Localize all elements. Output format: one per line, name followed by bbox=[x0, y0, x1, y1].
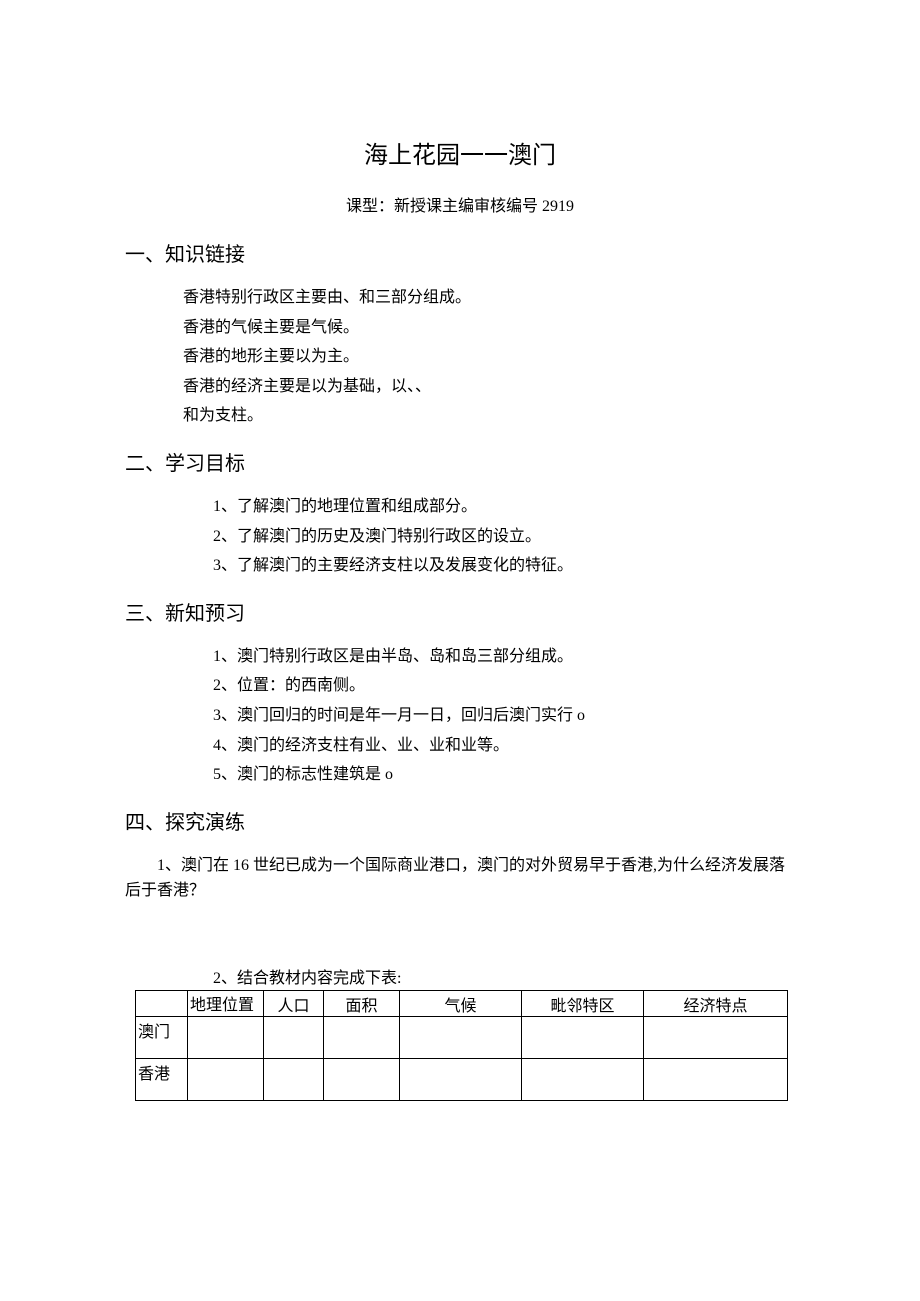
table-cell bbox=[264, 1058, 324, 1100]
section-3-heading: 三、新知预习 bbox=[125, 597, 795, 626]
s1-line: 香港的气候主要是气候。 bbox=[183, 315, 795, 341]
table-cell bbox=[644, 1016, 788, 1058]
table-cell bbox=[644, 1058, 788, 1100]
table-header-climate: 气候 bbox=[400, 990, 522, 1016]
s4-q2-caption: 2、结合教材内容完成下表: bbox=[125, 964, 795, 988]
s3-line: 4、澳门的经济支柱有业、业、业和业等。 bbox=[213, 733, 795, 759]
table-row-label: 澳门 bbox=[136, 1016, 188, 1058]
s3-line: 1、澳门特别行政区是由半岛、岛和岛三部分组成。 bbox=[213, 644, 795, 670]
s2-line: 1、了解澳门的地理位置和组成部分。 bbox=[213, 494, 795, 520]
table-cell bbox=[324, 1016, 400, 1058]
section-2-body: 1、了解澳门的地理位置和组成部分。 2、了解澳门的历史及澳门特别行政区的设立。 … bbox=[125, 494, 795, 579]
s3-line: 5、澳门的标志性建筑是 o bbox=[213, 762, 795, 788]
s1-line: 香港的经济主要是以为基础，以、、 bbox=[183, 374, 795, 400]
s1-line: 和为支柱。 bbox=[183, 403, 795, 429]
table-cell bbox=[188, 1058, 264, 1100]
table-cell bbox=[324, 1058, 400, 1100]
s2-line: 2、了解澳门的历史及澳门特别行政区的设立。 bbox=[213, 524, 795, 550]
table-row: 澳门 bbox=[136, 1016, 788, 1058]
table-header-area: 面积 bbox=[324, 990, 400, 1016]
table-cell bbox=[188, 1016, 264, 1058]
table-cell bbox=[264, 1016, 324, 1058]
s3-line: 2、位置：的西南侧。 bbox=[213, 673, 795, 699]
table-cell bbox=[400, 1016, 522, 1058]
section-1-body: 香港特别行政区主要由、和三部分组成。 香港的气候主要是气候。 香港的地形主要以为… bbox=[125, 285, 795, 429]
s2-line: 3、了解澳门的主要经济支柱以及发展变化的特征。 bbox=[213, 553, 795, 579]
s1-line: 香港的地形主要以为主。 bbox=[183, 344, 795, 370]
table-header-econ: 经济特点 bbox=[644, 990, 788, 1016]
table-header-geo: 地理位置 bbox=[188, 990, 264, 1016]
s4-q1: 1、澳门在 16 世纪已成为一个国际商业港口，澳门的对外贸易早于香港,为什么经济… bbox=[125, 853, 795, 904]
section-2-heading: 二、学习目标 bbox=[125, 447, 795, 476]
table-header-pop: 人口 bbox=[264, 990, 324, 1016]
table-cell bbox=[400, 1058, 522, 1100]
comparison-table: 地理位置 人口 面积 气候 毗邻特区 经济特点 澳门 香港 bbox=[135, 990, 788, 1101]
s1-line: 香港特别行政区主要由、和三部分组成。 bbox=[183, 285, 795, 311]
section-1-heading: 一、知识链接 bbox=[125, 238, 795, 267]
s3-line: 3、澳门回归的时间是年一月一日，回归后澳门实行 o bbox=[213, 703, 795, 729]
table-row-label: 香港 bbox=[136, 1058, 188, 1100]
table-cell bbox=[522, 1016, 644, 1058]
table-header-row: 地理位置 人口 面积 气候 毗邻特区 经济特点 bbox=[136, 990, 788, 1016]
table-header-neighbor: 毗邻特区 bbox=[522, 990, 644, 1016]
section-4-heading: 四、探究演练 bbox=[125, 806, 795, 835]
table-cell bbox=[522, 1058, 644, 1100]
page-subtitle: 课型：新授课主编审核编号 2919 bbox=[125, 192, 795, 216]
page-title: 海上花园一一澳门 bbox=[125, 135, 795, 170]
table-row: 香港 bbox=[136, 1058, 788, 1100]
table-corner-cell bbox=[136, 990, 188, 1016]
section-3-body: 1、澳门特别行政区是由半岛、岛和岛三部分组成。 2、位置：的西南侧。 3、澳门回… bbox=[125, 644, 795, 788]
